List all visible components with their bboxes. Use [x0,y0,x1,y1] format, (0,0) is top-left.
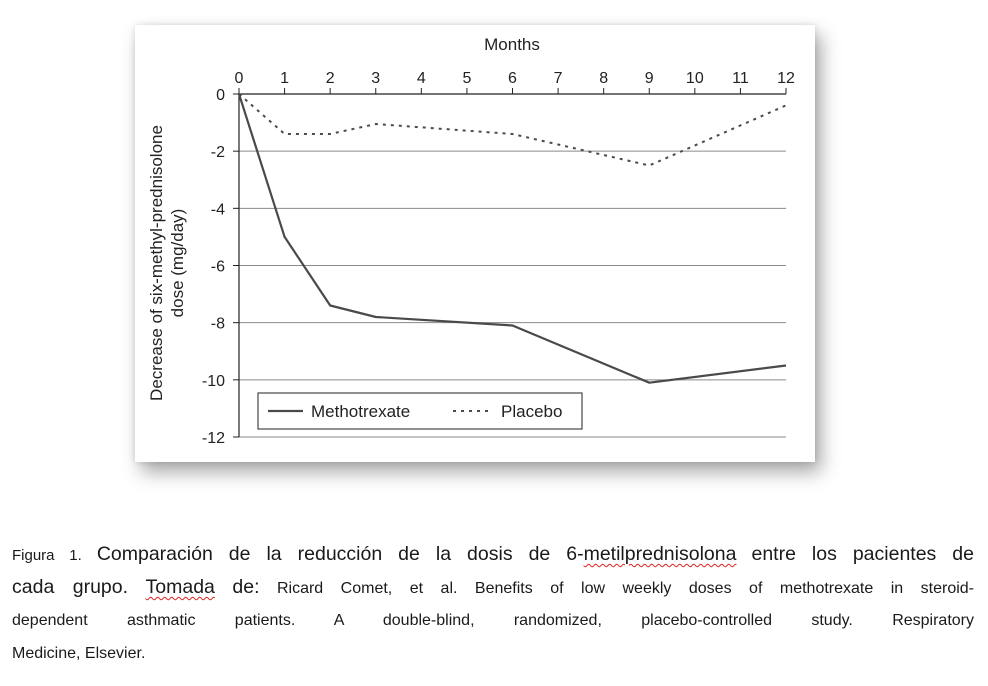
caption-line-1: Figura 1. Comparación de la reducción de… [12,538,974,571]
legend: Methotrexate Placebo [257,392,583,430]
x-tick-label: 8 [599,70,608,87]
y-tick-label: -4 [211,201,225,218]
x-tick-label: 0 [235,70,244,87]
y-tick-label: 0 [216,87,225,104]
grid-lines [239,150,786,438]
caption-text: entre los pacientes de [751,543,974,565]
x-tick-label: 2 [326,70,335,87]
y-tick-label: -10 [202,373,225,390]
y-axis-label-line1: Decrease of six-methyl-prednisolone [147,125,166,401]
legend-box [257,392,583,430]
y-tick-label: -12 [202,430,225,447]
x-tick-label: 1 [280,70,289,87]
x-tick-label: 5 [462,70,471,87]
legend-label-placebo: Placebo [501,402,562,421]
caption-line-2: cada grupo. Tomada de: Ricard Comet, et … [12,571,974,604]
chart-card: 0 1 2 3 4 5 6 7 8 9 10 11 12 0 -2 -4 -6 -8 -10 -12 Months … [135,25,815,462]
x-tick-label: 4 [417,70,426,87]
caption-text: Comparación de la reducción de la dosis … [96,543,584,565]
series-line-methotrexate [237,93,787,384]
caption-text: cada grupo. [12,576,129,598]
legend-label-methotrexate: Methotrexate [311,402,410,421]
figure-caption: Figura 1. Comparación de la reducción de… [12,538,974,670]
caption-text-spellcheck: metilprednisolona [583,543,737,565]
x-tick-label: 9 [645,70,654,87]
x-tick-label: 10 [686,70,704,87]
x-tick-label: 3 [371,70,380,87]
caption-line-4: Medicine, Elsevier. [12,645,146,662]
x-axis-label: Months [484,35,540,54]
y-tick-label: -2 [211,144,225,161]
y-tick-label: -6 [211,259,225,276]
x-tick-label: 11 [732,70,749,87]
series-lines [237,93,787,384]
x-tick-label: 7 [554,70,563,87]
y-tick-labels: 0 -2 -4 -6 -8 -10 -12 [202,87,225,447]
line-chart: 0 1 2 3 4 5 6 7 8 9 10 11 12 0-2-4-6-8-10-12 Months … [147,35,795,447]
y-axis-label: Decrease of six-methyl-prednisolone dose… [147,125,187,401]
y-tick-label: -8 [211,316,225,333]
y-axis-label-line2: dose (mg/day) [168,209,187,318]
caption-line-3: dependent asthmatic patients. A double-b… [12,612,974,629]
x-tick-label: 12 [777,70,795,87]
caption-citation: Ricard Comet, et al. Benefits of low wee… [276,580,975,597]
caption-text-spellcheck: Tomada [145,576,215,598]
x-tick-labels: 0 1 2 3 4 5 6 7 8 9 10 11 12 [235,70,795,87]
series-line-placebo [238,93,787,167]
x-tick-label: 6 [508,70,517,87]
axes [233,88,787,438]
caption-text: de: [232,576,260,598]
caption-figure-number: Figura 1. [12,547,82,564]
